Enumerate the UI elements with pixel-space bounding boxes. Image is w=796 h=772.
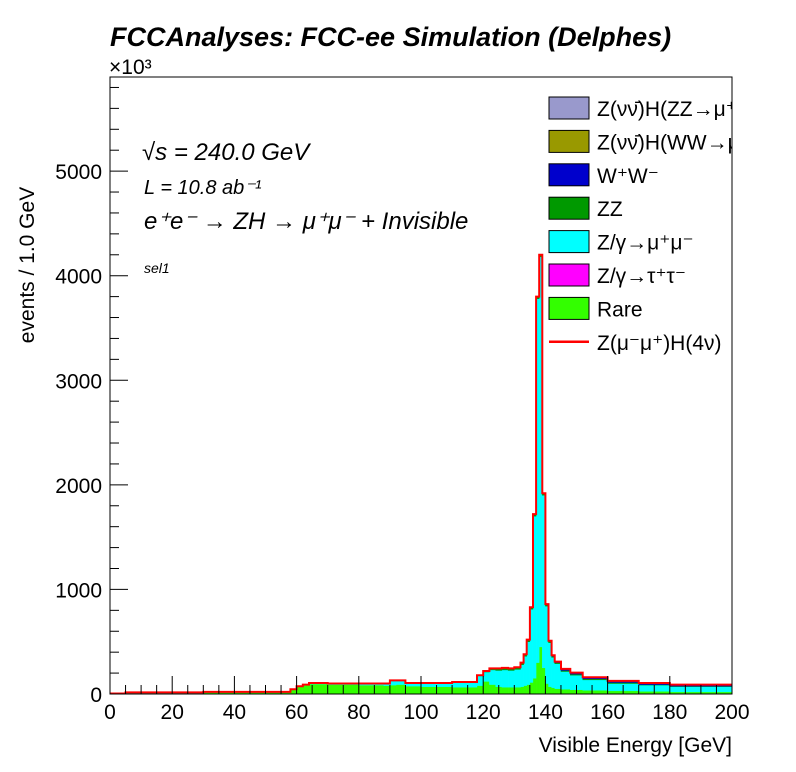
x-axis-label: Visible Energy [GeV] [539, 734, 732, 757]
bar-0-23 [520, 686, 524, 695]
legend-label: Z/γ→μ⁺μ⁻ [597, 232, 694, 255]
legend-label: ZZ [597, 198, 623, 221]
y-tick-label: 3000 [55, 370, 102, 393]
bar-2-15 [451, 682, 478, 688]
y-tick-label: 5000 [55, 161, 102, 184]
x-tick-label: 40 [223, 701, 246, 724]
bar-0-11 [389, 684, 397, 695]
bar-0-28 [535, 662, 540, 695]
bar-0-16 [476, 685, 484, 695]
bar-0-27 [532, 678, 537, 695]
legend-swatch [548, 296, 590, 320]
bar-0-37 [582, 690, 608, 695]
bar-2-18 [489, 669, 496, 685]
bar-0-12 [395, 684, 406, 695]
bar-0-35 [560, 689, 571, 695]
bar-0-34 [554, 688, 562, 695]
legend-swatch [548, 196, 590, 220]
bar-0-32 [548, 686, 552, 695]
series-2 [109, 256, 733, 694]
bar-2-37 [582, 679, 608, 691]
chart-title: FCCAnalyses: FCC-ee Simulation (Delphes) [110, 22, 671, 52]
bar-0-13 [405, 685, 422, 695]
x-tick-label: 20 [161, 701, 184, 724]
legend-label: Rare [597, 298, 643, 321]
x-axis-ticks: 0 20 40 60 80 100 120 140 160 180 200 [104, 676, 750, 724]
legend-label: Z(νν̄)H(ZZ→μ⁺μ⁻ν⁺ν⁻) [597, 98, 796, 121]
bar-0-17 [483, 681, 490, 695]
annotation-energy: √s = 240.0 GeV [142, 139, 311, 166]
signal-overlay-line [110, 253, 732, 695]
bar-2-20 [501, 669, 509, 688]
legend-item: Rare [548, 296, 643, 321]
legend-item: Z(νν̄)H(ZZ→μ⁺μ⁻ν⁺ν⁻) [548, 96, 796, 121]
x-tick-label: 120 [466, 701, 501, 724]
bar-2-19 [495, 670, 503, 687]
bar-0-9 [358, 684, 384, 695]
legend-entries: Z(νν̄)H(ZZ→μ⁺μ⁻ν⁺ν⁻) Z(νν̄)H(WW→μ⁺νμ⁻ν̄) W… [548, 96, 796, 355]
x-tick-label: 160 [590, 701, 625, 724]
legend-swatch [548, 129, 590, 153]
annotation-selection: sel1 [144, 260, 170, 276]
bar-0-21 [507, 687, 515, 695]
legend-label: Z(μ⁻μ⁺)H(4ν) [597, 332, 722, 355]
bar-0-10 [383, 685, 391, 695]
y-tick-label: 2000 [55, 475, 102, 498]
legend-item: Z/γ→μ⁺μ⁻ [548, 230, 694, 255]
legend-item: Z(μ⁻μ⁺)H(4ν) [549, 332, 722, 355]
bar-0-33 [551, 687, 555, 695]
bar-0-15 [451, 687, 478, 695]
legend-item: Z/γ→τ⁺τ⁻ [548, 263, 686, 288]
y-axis-multiplier: ×10³ [109, 56, 152, 79]
y-tick-label: 1000 [55, 579, 102, 602]
legend-swatch [548, 96, 590, 120]
bar-0-7 [315, 683, 328, 695]
bar-2-35 [560, 671, 571, 690]
legend-label: Z/γ→τ⁺τ⁻ [597, 265, 686, 288]
legend-label: W⁺W⁻ [597, 165, 659, 188]
bar-0-24 [523, 685, 527, 695]
bar-0-22 [514, 687, 521, 695]
legend-swatch [548, 263, 590, 287]
y-axis-label: events / 1.0 GeV [16, 187, 39, 343]
series-3 [451, 254, 733, 687]
y-tick-label: 4000 [55, 266, 102, 289]
legend-item: Z(νν̄)H(WW→μ⁺νμ⁻ν̄) [548, 129, 796, 154]
x-tick-label: 200 [714, 701, 749, 724]
bar-0-29 [538, 646, 543, 695]
x-tick-label: 100 [403, 701, 438, 724]
bar-2-21 [507, 670, 515, 688]
series-4 [545, 603, 733, 687]
legend-item: W⁺W⁻ [548, 163, 659, 188]
annotation-luminosity: L = 10.8 ab⁻¹ [144, 177, 262, 199]
x-tick-label: 80 [347, 701, 370, 724]
bar-0-18 [489, 684, 496, 695]
x-tick-label: 140 [528, 701, 563, 724]
x-tick-label: 60 [285, 701, 308, 724]
y-tick-label: 0 [90, 684, 102, 707]
x-tick-label: 0 [104, 701, 116, 724]
bar-0-20 [501, 687, 509, 695]
legend: Z(νν̄)H(ZZ→μ⁺μ⁻ν⁺ν⁻) Z(νν̄)H(WW→μ⁺νμ⁻ν̄) W… [548, 96, 796, 355]
x-tick-label: 180 [652, 701, 687, 724]
legend-swatch [548, 163, 590, 187]
legend-label: Z(νν̄)H(WW→μ⁺νμ⁻ν̄) [597, 131, 796, 154]
y-axis-ticks: 0 1000 2000 3000 4000 5000 [55, 86, 128, 707]
legend-item: ZZ [548, 196, 623, 221]
annotation-process: e⁺e⁻ → ZH → μ⁺μ⁻ + Invisible [144, 208, 468, 235]
legend-swatch [548, 230, 590, 254]
bar-2-22 [514, 669, 521, 688]
